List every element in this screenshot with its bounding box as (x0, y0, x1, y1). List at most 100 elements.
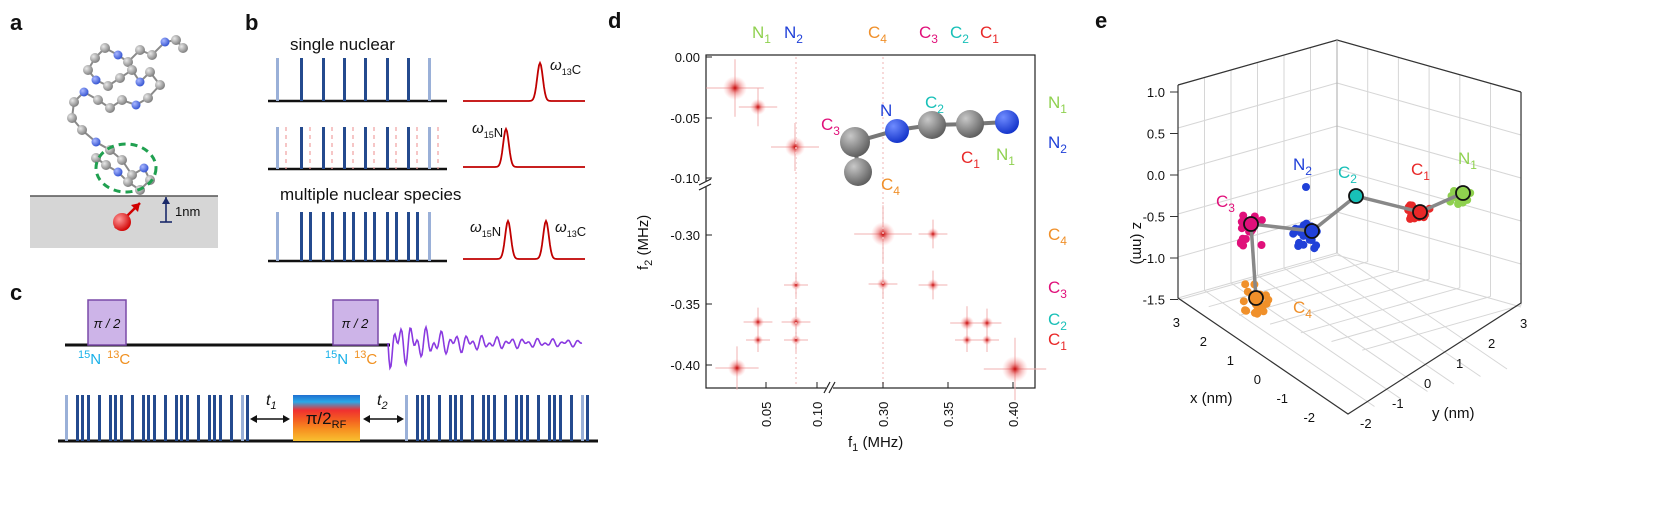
molecule-atom-c1 (956, 110, 984, 138)
e-label-c3: C3 (1216, 192, 1235, 215)
panel-label-a: a (10, 10, 23, 35)
e-scatter-point (1454, 200, 1463, 208)
pulse-box-2: π / 2 (332, 299, 379, 346)
d-x-tick-label: 0.35 (941, 402, 956, 427)
b-peak-label-15n: ω15N (472, 120, 503, 140)
d-ylabel: f2 (MHz) (635, 215, 655, 270)
chain-atom-n (91, 75, 101, 85)
b-pulse (276, 212, 279, 261)
nv-center-icon (113, 213, 131, 231)
e-scatter-point (1295, 238, 1303, 247)
chain-atom-c (83, 65, 93, 75)
d-xlabel: f1 (MHz) (848, 434, 903, 454)
chain-atom-c (117, 155, 127, 165)
panel-label-c: c (10, 280, 22, 305)
e-y-tick-label: -1 (1392, 396, 1404, 411)
d-cross-peak (723, 76, 747, 100)
b-pulse (407, 212, 410, 261)
c-pulse-extra (147, 395, 150, 441)
d-y-tick-label: -0.30 (670, 228, 700, 243)
e-scatter-point (1302, 183, 1310, 191)
e-z-tick-label: 1.0 (1147, 85, 1165, 100)
d-cross-peak (750, 99, 766, 115)
b-pulse (386, 127, 389, 169)
scale-bar: 1nm (160, 197, 200, 223)
c-pulse (559, 395, 562, 441)
chain-atom-c (127, 65, 137, 75)
d-cross-peak (791, 335, 801, 345)
molecule-label-n1: N1 (996, 145, 1015, 168)
b-peak-label-13c: ω13C (550, 57, 581, 77)
d-y-tick-label: -0.05 (670, 111, 700, 126)
molecule-label-c2: C2 (925, 93, 944, 116)
e-scatter-point (1236, 239, 1245, 248)
t1-label: t1 (266, 392, 277, 412)
e-label-n2: N2 (1293, 155, 1312, 178)
e-scatter-point (1241, 280, 1250, 289)
e-x-tick-label: -2 (1303, 410, 1315, 425)
d-right-label-c1: C1 (1048, 330, 1067, 353)
b-pulse-extra (352, 212, 355, 261)
d-right-label-n1: N1 (1048, 93, 1067, 116)
scale-label: 1nm (175, 204, 200, 219)
e-y-tick-label: 2 (1488, 336, 1495, 351)
c-pulse (153, 395, 156, 441)
e-grid-line (1204, 290, 1375, 407)
c-pulse (219, 395, 222, 441)
b-pulse (343, 212, 346, 261)
b-pulse (343, 58, 346, 101)
d-x-axis-break (823, 381, 836, 394)
c-pulse (208, 395, 211, 441)
c-pulse (526, 395, 529, 441)
molecule-atom-c3 (840, 127, 870, 157)
b-pulse-extra (373, 212, 376, 261)
chain-atom-c (105, 103, 115, 113)
b-pulse (407, 58, 410, 101)
e-axis-ticks: 1.0 0.5 0.0 -0.5 -1.0 -1.5 3 2 1 0 -1 -2 -2 -1 0 1 2 3 (1143, 85, 1528, 431)
chain-atom-c (178, 43, 188, 53)
e-scatter-point (1258, 303, 1267, 311)
b-pulse (343, 127, 346, 169)
d-right-label-n2: N2 (1048, 133, 1067, 156)
c-pulse (142, 395, 145, 441)
chain-atom-n (113, 167, 123, 177)
c-pulse (482, 395, 485, 441)
b-pulse (428, 127, 431, 169)
chain-atom-c (155, 80, 165, 90)
e-scatter-point (1264, 295, 1273, 304)
d-x-tick-label: 0.10 (810, 402, 825, 427)
b-peak-label-13c-multi: ω13C (555, 219, 586, 239)
e-grid-line (1331, 296, 1491, 342)
e-grid-line (1208, 261, 1368, 308)
pulse-box-1-label: π / 2 (94, 316, 122, 331)
e-grid-line (1336, 252, 1508, 370)
d-cross-peak (791, 280, 801, 290)
panel-label-e: e (1095, 8, 1107, 33)
rf-pulse-label: π/2RF (306, 409, 347, 431)
b-pulse (300, 127, 303, 169)
b-pulse (364, 127, 367, 169)
b-spectrum (463, 126, 585, 168)
chain-atom-c (143, 93, 153, 103)
d-x-tick-label: 0.30 (876, 402, 891, 427)
b-pulse (322, 127, 325, 169)
c-nuclei-2: 15N 13C (325, 349, 377, 368)
e-label-n1: N1 (1458, 149, 1477, 172)
c-pulse (131, 395, 134, 441)
rf-pulse: π/2RF (293, 395, 360, 441)
d-top-label-n2: N2 (784, 23, 803, 46)
e-scatter-point (1257, 241, 1266, 249)
d-y-tick-label: -0.10 (670, 171, 700, 186)
chain-atom-c (123, 57, 133, 67)
chain-atom-c (115, 73, 125, 83)
t1-arrow: t1 (250, 392, 290, 423)
e-scatter-point (1239, 211, 1248, 220)
d-right-label-c3: C3 (1048, 278, 1067, 301)
c-pulse (581, 395, 584, 441)
e-y-tick-label: 3 (1520, 316, 1527, 331)
d-cross-peak (871, 222, 895, 246)
e-mean-n1 (1455, 185, 1471, 201)
e-grid-line (1300, 287, 1460, 334)
e-grid-line (1257, 275, 1428, 392)
chain-atom-c (67, 113, 77, 123)
